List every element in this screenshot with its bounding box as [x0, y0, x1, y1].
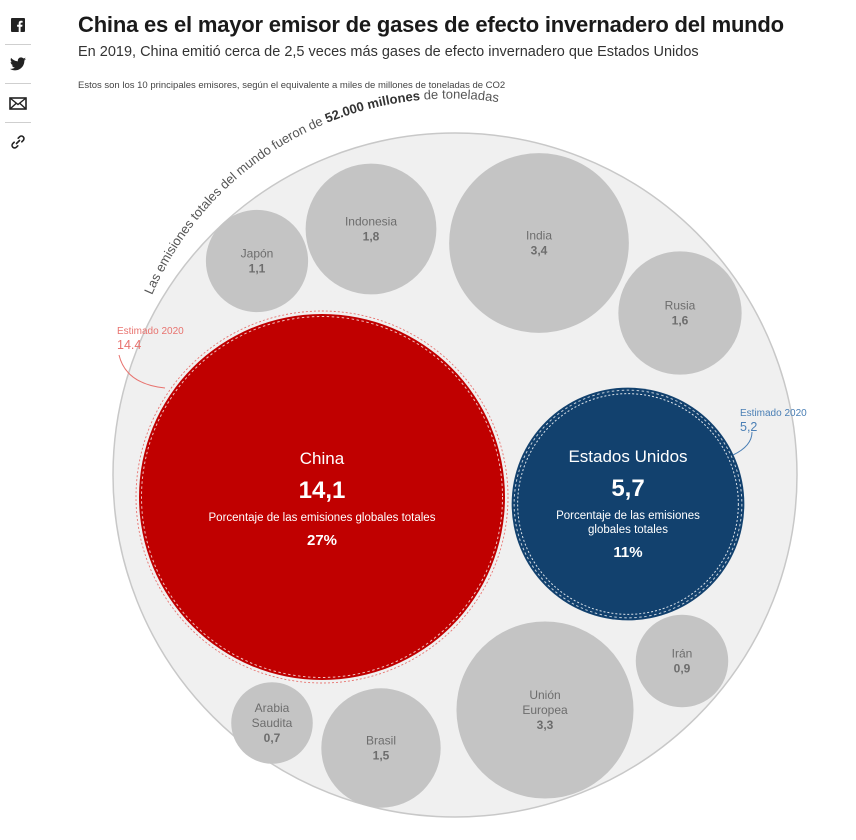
- world-total-value: 52.000 millones: [323, 88, 421, 126]
- share-divider: [5, 44, 31, 45]
- bubble-indonesia-value: 1,8: [363, 230, 380, 244]
- bubble-japon-name: Japón: [241, 247, 274, 261]
- bubble-india: [449, 153, 629, 333]
- bubble-brasil-name: Brasil: [366, 734, 396, 748]
- twitter-icon[interactable]: [7, 53, 29, 75]
- bubble-rusia-value: 1,6: [672, 314, 689, 328]
- bubble-iran: [635, 614, 729, 708]
- share-divider: [5, 122, 31, 123]
- china-estimate-label: Estimado 2020: [117, 326, 184, 337]
- bubble-union-europea-value: 3,3: [537, 718, 554, 732]
- us-estimate-leader: [732, 431, 753, 456]
- bubble-japon: [205, 209, 309, 313]
- bubble-union-europea-name: Europea: [522, 703, 568, 717]
- link-icon[interactable]: [7, 131, 29, 153]
- bubble-arabia-saudita-value: 0,7: [264, 731, 281, 745]
- chart-subtitle: En 2019, China emitió cerca de 2,5 veces…: [78, 44, 699, 60]
- bubble-estados-unidos-caption: globales totales: [588, 524, 668, 536]
- bubble-china-value: 14,1: [299, 477, 346, 504]
- bubble-estados-unidos-dashed-ring: [513, 389, 743, 619]
- us-estimate-label: Estimado 2020: [740, 408, 807, 419]
- bubble-iran-name: Irán: [672, 647, 693, 661]
- bubble-brasil: [321, 688, 441, 808]
- share-divider: [5, 83, 31, 84]
- us-estimate-ring: [517, 393, 739, 615]
- bubble-union-europea: [456, 621, 634, 799]
- bubble-china: [139, 314, 505, 680]
- bubble-indonesia-name: Indonesia: [345, 215, 397, 229]
- bubbles-group: China 14,1 Porcentaje de las emisiones glo…: [139, 153, 745, 808]
- share-bar: [5, 14, 31, 153]
- china-estimate-leader: [118, 354, 166, 389]
- bubble-china-caption: Porcentaje de las emisiones globales tot…: [209, 512, 436, 524]
- facebook-icon[interactable]: [7, 14, 29, 36]
- bubble-estados-unidos: [511, 387, 745, 621]
- bubble-indonesia: [305, 163, 437, 295]
- email-icon[interactable]: [7, 92, 29, 114]
- bubble-india-value: 3,4: [531, 244, 548, 258]
- bubble-arabia-saudita-name: Arabia: [255, 701, 290, 715]
- bubble-estados-unidos-caption: Porcentaje de las emisiones: [556, 510, 700, 522]
- bubble-rusia: [618, 251, 742, 375]
- bubble-estados-unidos-share: 11%: [613, 544, 642, 561]
- bubble-iran-value: 0,9: [674, 662, 691, 676]
- china-estimate-ring: [135, 310, 509, 684]
- us-estimate-value: 5,2: [740, 420, 757, 434]
- bubble-china-dashed-ring: [141, 316, 503, 678]
- bubble-japon-value: 1,1: [249, 262, 266, 276]
- bubble-arabia-saudita: [231, 682, 313, 764]
- chart-note: Estos son los 10 principales emisores, s…: [78, 80, 506, 91]
- bubble-china-name: China: [300, 449, 345, 468]
- chart-title: China es el mayor emisor de gases de efe…: [78, 12, 784, 37]
- bubble-india-name: India: [526, 229, 552, 243]
- bubble-union-europea-name: Unión: [529, 688, 560, 702]
- world-total-suffix: de toneladas: [419, 87, 500, 106]
- bubble-brasil-value: 1,5: [373, 749, 390, 763]
- bubble-rusia-name: Rusia: [665, 299, 696, 313]
- bubble-arabia-saudita-name: Saudita: [252, 716, 293, 730]
- bubble-estados-unidos-value: 5,7: [611, 475, 644, 502]
- bubble-estados-unidos-name: Estados Unidos: [568, 447, 687, 466]
- bubble-china-share: 27%: [307, 532, 337, 549]
- china-estimate-value: 14.4: [117, 338, 141, 352]
